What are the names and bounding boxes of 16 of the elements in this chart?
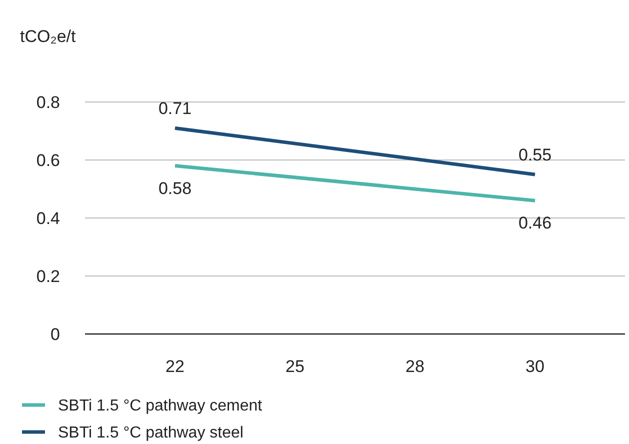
- y-tick-label: 0.8: [36, 92, 60, 112]
- data-label: 0.55: [518, 146, 552, 164]
- y-tick-label: 0.6: [36, 150, 60, 170]
- y-tick-label: 0.4: [36, 208, 60, 228]
- y-axis-title: tCO₂e/t: [20, 27, 76, 46]
- data-label: 0.46: [518, 214, 552, 233]
- x-tick-label: 25: [286, 357, 304, 376]
- legend-label: SBTi 1.5 °C pathway steel: [58, 424, 244, 442]
- y-tick-label: 0.2: [36, 266, 60, 286]
- x-tick-label: 30: [526, 357, 544, 376]
- x-tick-label: 22: [166, 357, 184, 376]
- x-tick-label: 28: [406, 357, 424, 376]
- y-tick-label: 0: [50, 324, 60, 344]
- data-label: 0.71: [158, 99, 192, 118]
- legend-label: SBTi 1.5 °C pathway cement: [58, 398, 263, 415]
- data-label: 0.58: [158, 178, 192, 198]
